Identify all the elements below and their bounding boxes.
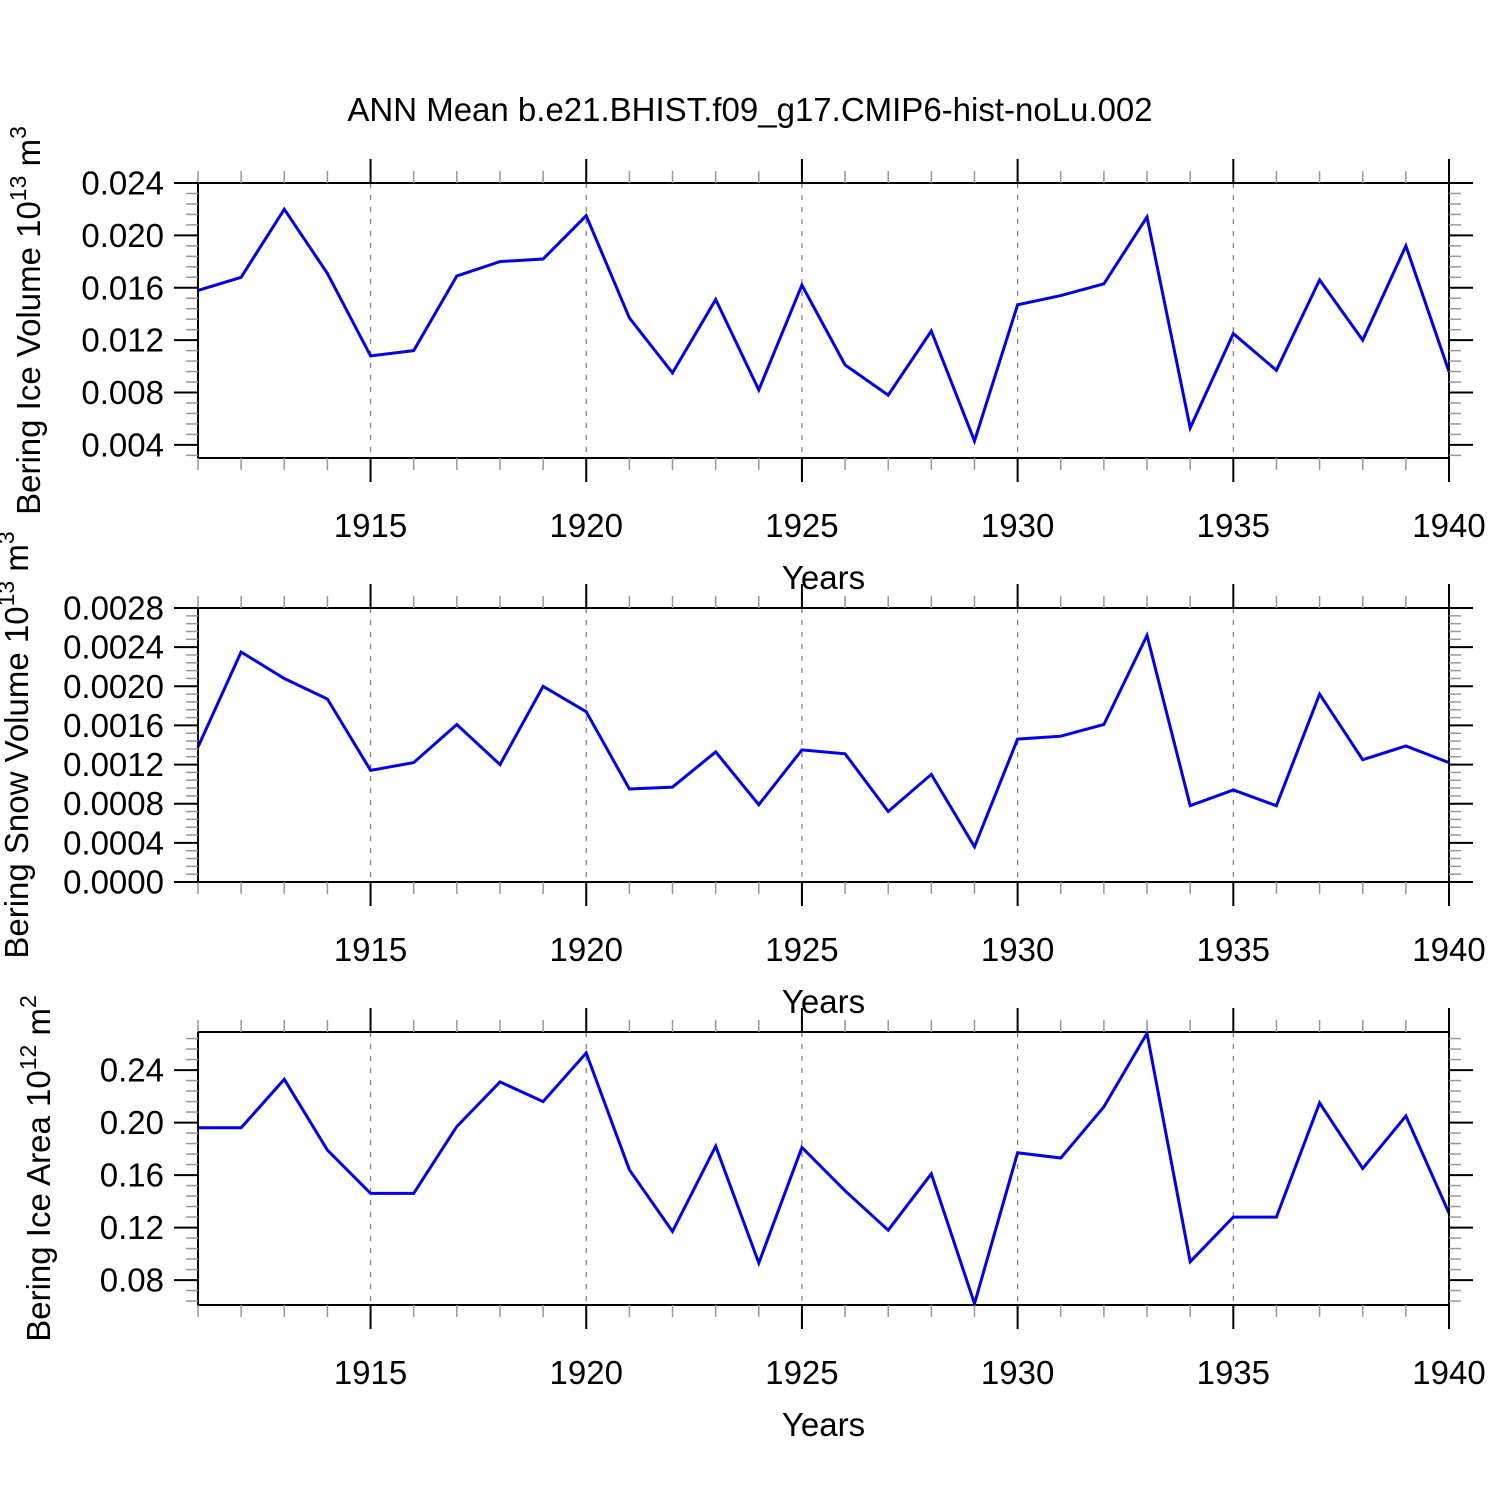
x-tick-label: 1930 [981, 931, 1054, 968]
y-tick-label: 0.0016 [63, 707, 164, 744]
bering-ice-volume-series-line [197, 206, 1451, 446]
bering-ice-volume-axis-title: Bering Ice Volume 1013 m3 [5, 126, 47, 515]
y-tick-label: 0.0020 [63, 668, 164, 705]
x-tick-label: 1940 [1412, 1354, 1485, 1391]
x-tick-label: 1930 [981, 1354, 1054, 1391]
x-tick-label: 1925 [765, 931, 838, 968]
x-tick-label: 1935 [1197, 931, 1270, 968]
x-axis-title: Years [782, 559, 865, 596]
y-tick-label: 0.12 [100, 1209, 164, 1246]
x-tick-label: 1940 [1412, 931, 1485, 968]
bering-ice-area-frame [197, 1031, 1450, 1306]
figure-title: ANN Mean b.e21.BHIST.f09_g17.CMIP6-hist-… [347, 91, 1153, 128]
x-tick-label: 1920 [550, 507, 623, 544]
bering-ice-volume-frame [197, 182, 1450, 459]
bering-snow-volume-frame [197, 607, 1450, 883]
x-tick-label: 1935 [1197, 507, 1270, 544]
y-tick-label: 0.024 [81, 165, 164, 202]
bering-ice-area-axis-title: Bering Ice Area 1012 m2 [15, 995, 57, 1342]
y-tick-label: 0.0012 [63, 746, 164, 783]
x-tick-label: 1925 [765, 507, 838, 544]
x-tick-label: 1930 [981, 507, 1054, 544]
y-tick-label: 0.012 [81, 322, 164, 359]
x-tick-label: 1915 [334, 507, 407, 544]
y-tick-label: 0.08 [100, 1262, 164, 1299]
y-tick-label: 0.0008 [63, 785, 164, 822]
x-tick-label: 1940 [1412, 507, 1485, 544]
y-tick-label: 0.0028 [63, 590, 164, 627]
x-axis-title: Years [782, 1406, 865, 1443]
y-tick-label: 0.020 [81, 217, 164, 254]
y-tick-label: 0.20 [100, 1104, 164, 1141]
y-tick-label: 0.24 [100, 1052, 164, 1089]
bering-snow-volume-axis-title: Bering Snow Volume 1013 m3 [0, 531, 35, 958]
bering-ice-area-series-line [198, 1029, 1451, 1309]
x-tick-label: 1935 [1197, 1354, 1270, 1391]
bering-snow-volume-series-line [196, 631, 1450, 851]
x-tick-label: 1920 [550, 1354, 623, 1391]
y-tick-label: 0.008 [81, 374, 164, 411]
x-tick-label: 1915 [334, 931, 407, 968]
x-axis-title: Years [782, 983, 865, 1020]
y-tick-label: 0.004 [81, 426, 164, 463]
y-tick-label: 0.0024 [63, 629, 164, 666]
y-tick-label: 0.16 [100, 1157, 164, 1194]
x-tick-label: 1920 [550, 931, 623, 968]
y-tick-label: 0.016 [81, 269, 164, 306]
y-tick-label: 0.0000 [63, 864, 164, 901]
x-tick-label: 1915 [334, 1354, 407, 1391]
x-tick-label: 1925 [765, 1354, 838, 1391]
y-tick-label: 0.0004 [63, 824, 164, 861]
